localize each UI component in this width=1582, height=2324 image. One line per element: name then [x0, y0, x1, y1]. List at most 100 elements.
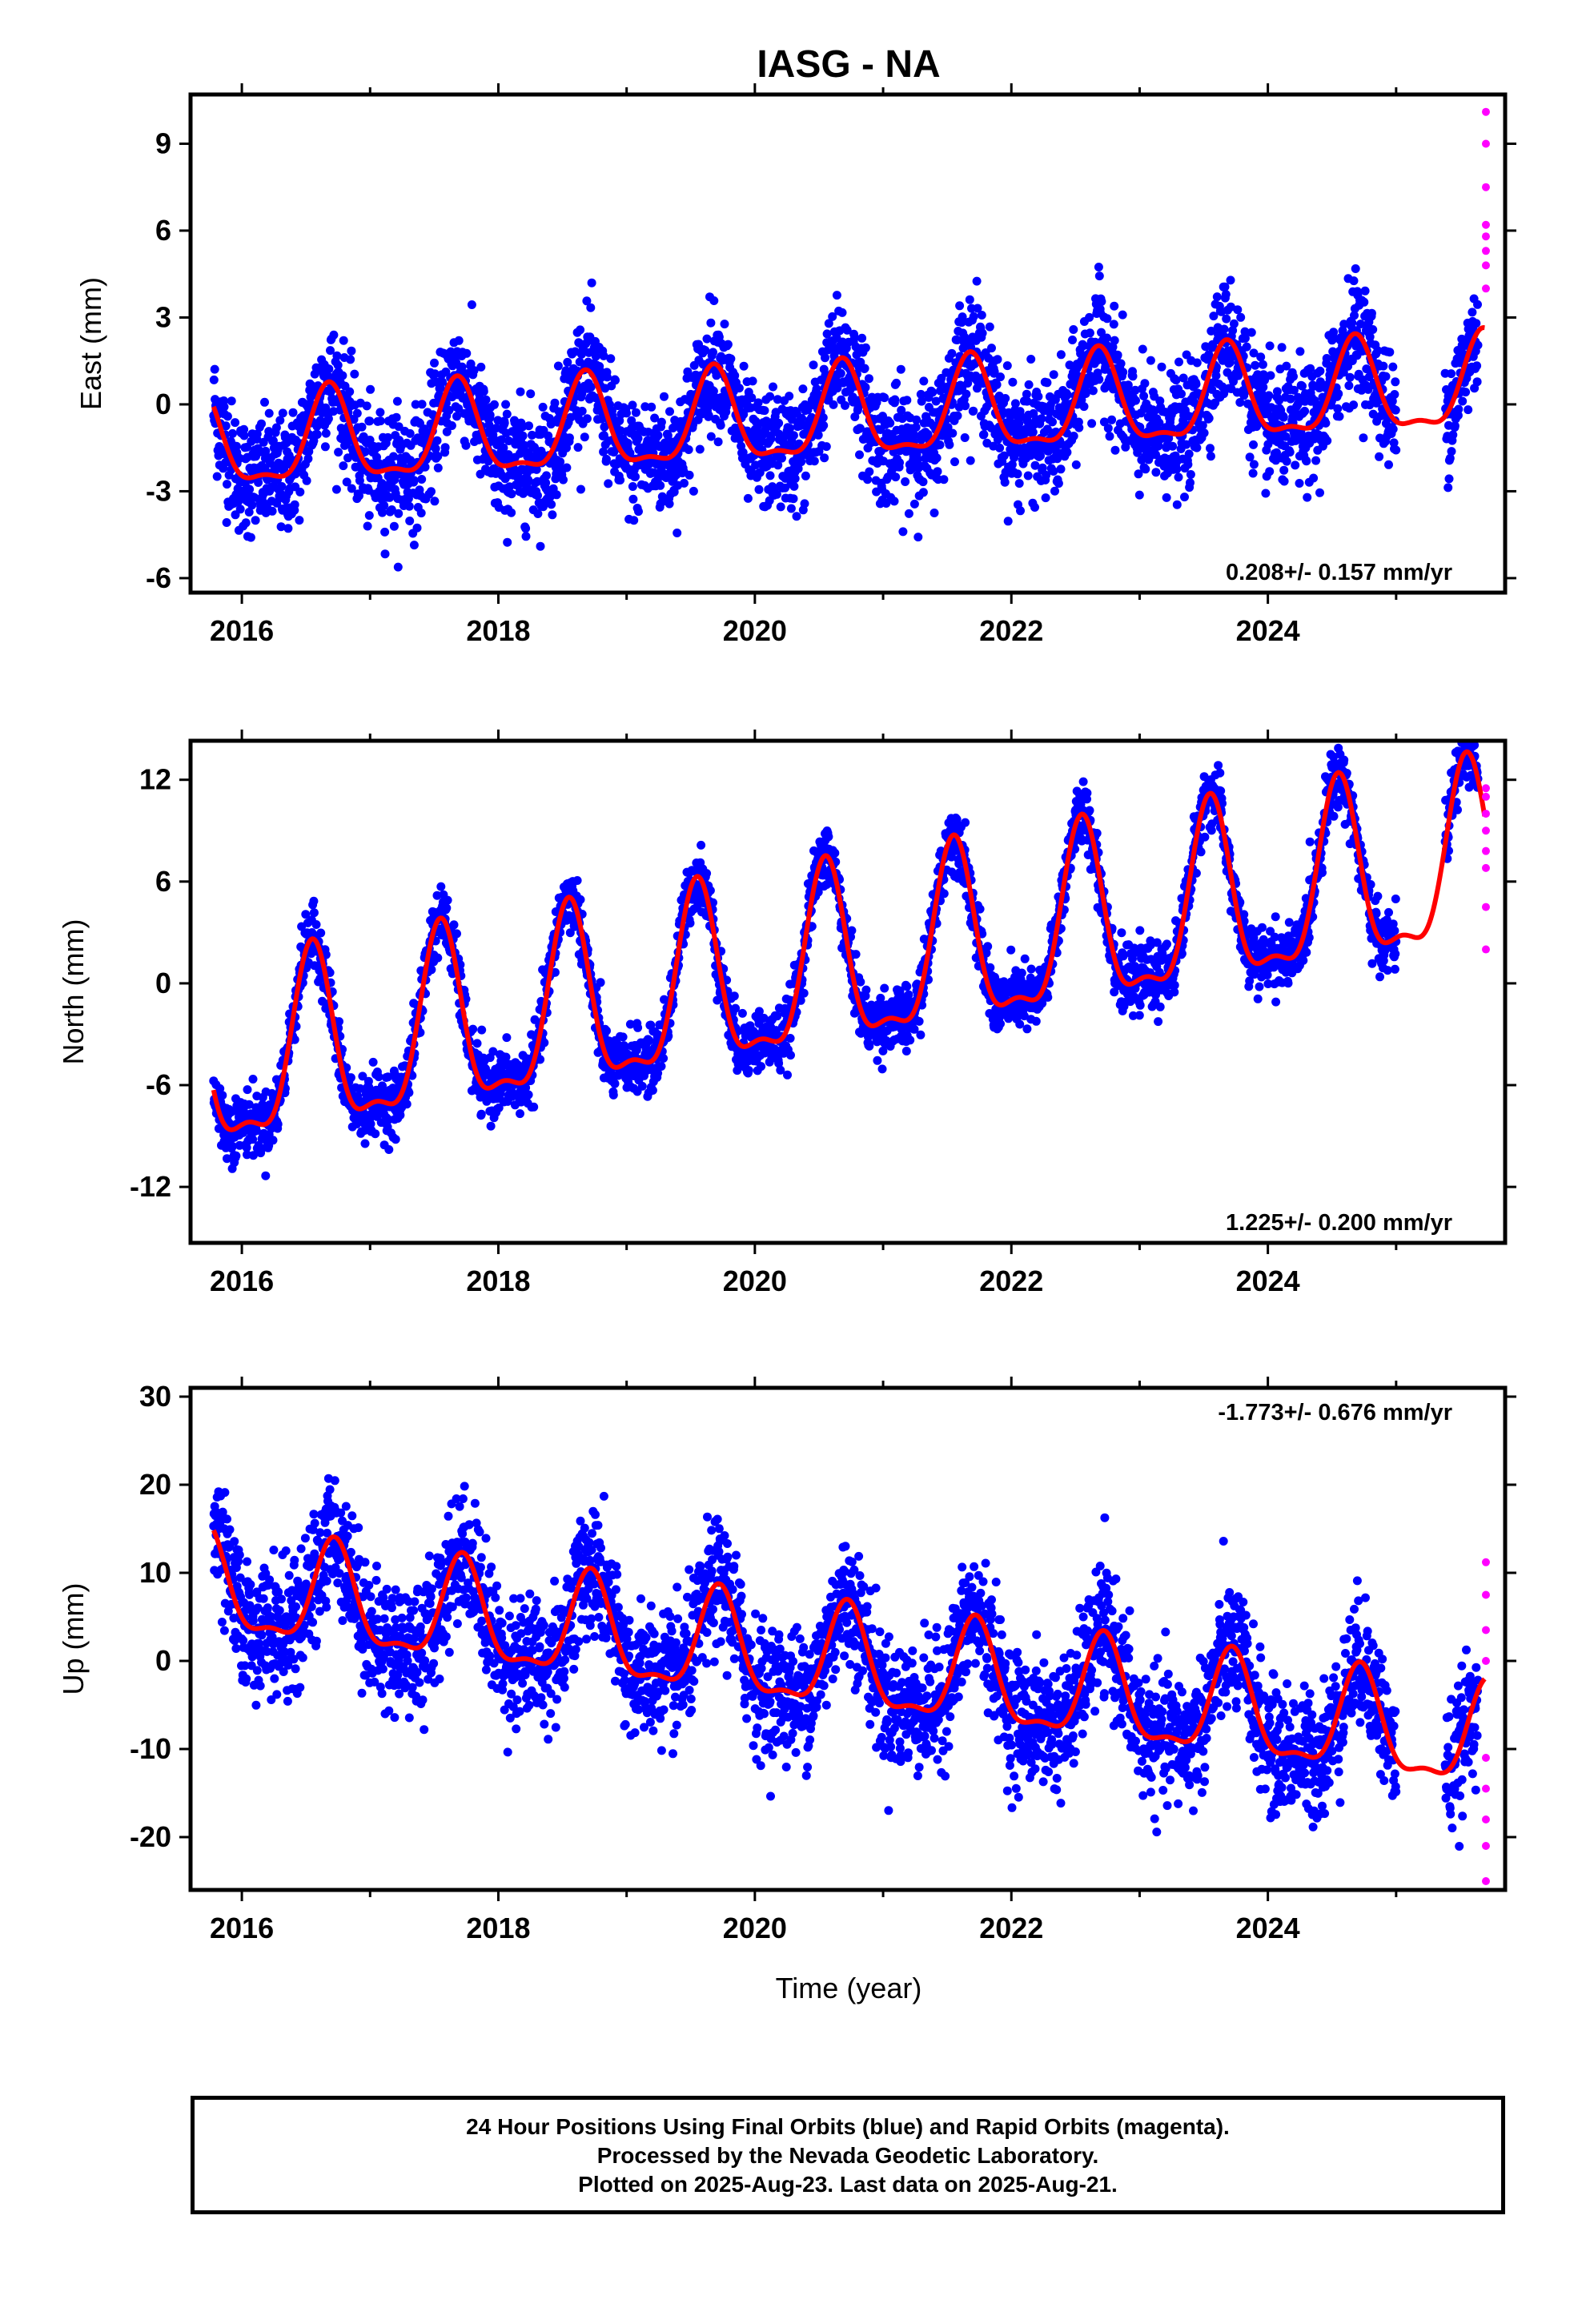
- east-point: [562, 463, 572, 472]
- east-point: [461, 440, 471, 450]
- east-point: [1022, 389, 1031, 399]
- north-point: [648, 1086, 657, 1095]
- east-point: [462, 348, 472, 358]
- east-point: [532, 476, 542, 486]
- north-point: [442, 903, 452, 913]
- east-point: [1069, 325, 1078, 334]
- east-point: [290, 500, 299, 509]
- east-point: [990, 367, 999, 376]
- east-point: [813, 430, 823, 440]
- east-point: [276, 522, 286, 532]
- east-point: [897, 405, 906, 415]
- east-point: [602, 372, 612, 382]
- east-point: [628, 482, 637, 491]
- east-point: [530, 443, 539, 452]
- east-point: [930, 509, 939, 517]
- east-point: [346, 355, 355, 364]
- east-point: [295, 487, 305, 497]
- east-point: [950, 457, 959, 467]
- east-point: [375, 416, 385, 426]
- east-point: [673, 529, 682, 537]
- east-point: [431, 444, 440, 453]
- east-point: [1359, 297, 1369, 307]
- east-point: [965, 295, 974, 304]
- east-point: [245, 485, 255, 494]
- east-point: [747, 393, 757, 403]
- east-point: [933, 467, 942, 476]
- north-point: [239, 1128, 248, 1137]
- east-point: [1249, 460, 1259, 469]
- east-point: [548, 510, 557, 520]
- east-point: [1206, 444, 1215, 453]
- east-point: [420, 462, 430, 472]
- east-point: [1289, 372, 1298, 381]
- east-point: [438, 377, 448, 387]
- east-point: [1464, 405, 1473, 415]
- north-point: [251, 1126, 261, 1136]
- east-point: [1365, 332, 1375, 342]
- east-point: [800, 499, 809, 509]
- east-point: [1473, 340, 1483, 350]
- east-point: [599, 351, 608, 360]
- east-point: [1298, 381, 1307, 391]
- east-point: [1107, 415, 1117, 424]
- east-point: [850, 412, 860, 421]
- east-point: [347, 346, 356, 356]
- east-point: [911, 423, 921, 432]
- east-point: [962, 389, 971, 399]
- east-point: [582, 296, 592, 306]
- east-point: [961, 401, 970, 411]
- east-point: [1118, 310, 1127, 320]
- east-point: [223, 480, 231, 489]
- east-point: [264, 427, 274, 436]
- east-point: [789, 494, 798, 504]
- east-point: [945, 440, 954, 449]
- east-point: [909, 499, 919, 509]
- east-point: [1249, 348, 1259, 358]
- east-point: [880, 393, 889, 403]
- east-point: [765, 471, 775, 480]
- east-point: [231, 418, 240, 428]
- east-point: [1468, 308, 1477, 317]
- east-x-tick-label: 2020: [723, 614, 787, 647]
- east-point: [695, 444, 705, 454]
- east-point: [1113, 350, 1122, 360]
- east-point: [573, 443, 583, 452]
- north-point: [311, 920, 321, 929]
- east-point: [653, 431, 663, 440]
- east-point: [1041, 493, 1050, 503]
- east-point: [355, 476, 364, 485]
- east-point: [1222, 314, 1231, 324]
- east-point: [628, 494, 638, 504]
- east-point: [972, 276, 982, 286]
- east-point: [1461, 388, 1471, 397]
- east-point: [379, 501, 389, 510]
- east-point: [1109, 320, 1118, 329]
- east-point: [1134, 469, 1143, 479]
- east-point: [521, 532, 531, 541]
- east-point: [1000, 477, 1010, 487]
- east-point: [404, 501, 414, 511]
- east-point: [942, 368, 951, 377]
- east-point: [860, 364, 869, 373]
- east-point: [576, 325, 585, 335]
- east-point: [772, 489, 781, 499]
- east-point: [1236, 312, 1246, 322]
- east-point: [1128, 372, 1138, 381]
- east-point: [1384, 460, 1393, 469]
- north-point: [477, 1025, 487, 1035]
- north-point: [273, 1120, 283, 1129]
- east-point: [1339, 320, 1349, 329]
- east-point: [1121, 442, 1130, 452]
- east-point: [375, 408, 385, 417]
- east-point: [1204, 413, 1214, 423]
- east-y-tick-label: 6: [155, 214, 171, 247]
- east-point: [1309, 473, 1319, 483]
- east-point: [389, 452, 398, 461]
- east-point: [1049, 370, 1058, 380]
- east-point: [1265, 341, 1275, 351]
- east-point: [1388, 362, 1398, 372]
- east-point: [726, 354, 736, 364]
- east-point: [1191, 380, 1201, 389]
- east-point: [345, 387, 355, 396]
